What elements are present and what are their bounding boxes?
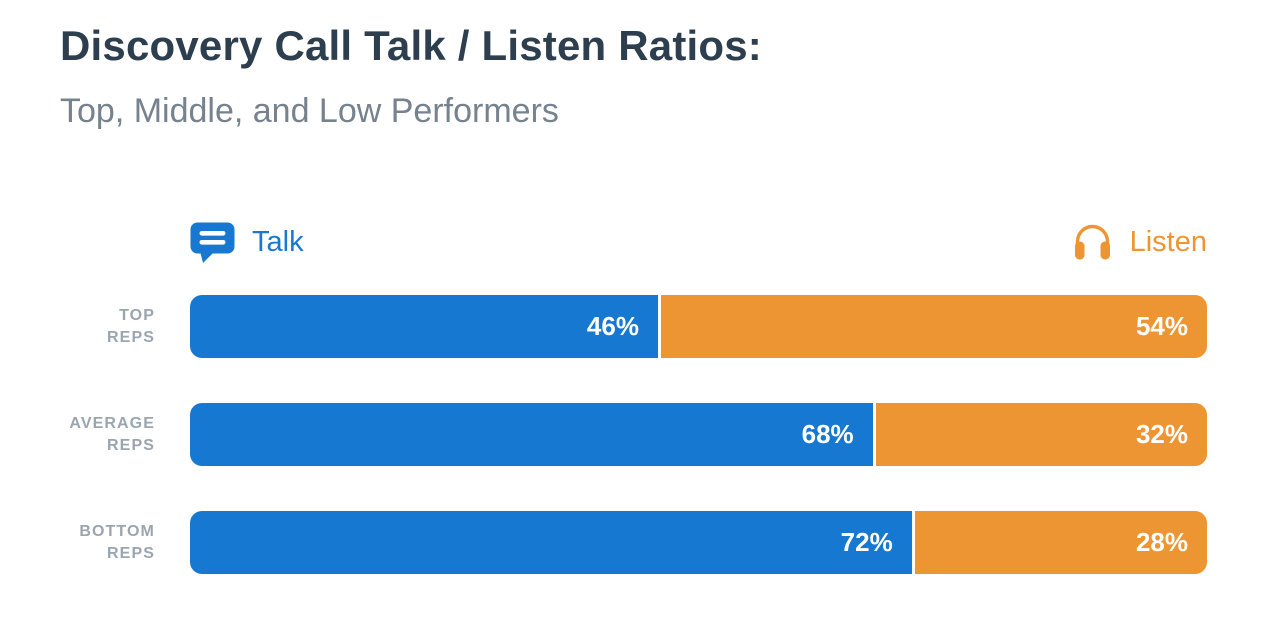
page-title: Discovery Call Talk / Listen Ratios: [60, 22, 762, 69]
row-label-line: TOP [119, 306, 155, 324]
talk-value-label: 72% [840, 527, 893, 557]
listen-value-label: 54% [1135, 311, 1188, 341]
row-label-line: AVERAGE [69, 414, 155, 432]
row-label-line: BOTTOM [79, 522, 155, 540]
stacked-bar-average-reps: 68% 32% [190, 403, 1207, 466]
listen-value-label: 28% [1135, 527, 1188, 557]
row-label-line: REPS [107, 544, 155, 562]
row-label-average-reps: AVERAGE REPS [0, 413, 155, 457]
talk-value-label: 68% [801, 419, 854, 449]
listen-segment-bottom-reps: 28% [914, 511, 1207, 574]
stacked-bar-bottom-reps: 72% 28% [190, 511, 1207, 574]
bar-row-top-reps: TOP REPS 46% 54% [0, 295, 1280, 358]
speech-bubble-icon [190, 222, 235, 263]
talk-segment-average-reps: 68% [190, 403, 873, 466]
bar-row-bottom-reps: BOTTOM REPS 72% 28% [0, 511, 1280, 574]
talk-segment-top-reps: 46% [190, 295, 658, 358]
legend-label-talk: Talk [252, 225, 304, 258]
row-label-bottom-reps: BOTTOM REPS [0, 521, 155, 565]
headphones-icon [1072, 222, 1113, 263]
chart-legend: Talk Listen [190, 218, 1207, 266]
listen-value-label: 32% [1135, 419, 1188, 449]
row-label-line: REPS [107, 328, 155, 346]
listen-segment-average-reps: 32% [875, 403, 1207, 466]
talk-value-label: 46% [586, 311, 639, 341]
row-label-line: REPS [107, 436, 155, 454]
legend-label-listen: Listen [1129, 225, 1207, 258]
page-subtitle: Top, Middle, and Low Performers [60, 92, 559, 130]
row-label-top-reps: TOP REPS [0, 305, 155, 349]
listen-segment-top-reps: 54% [660, 295, 1207, 358]
bar-chart: TOP REPS 46% 54% AVERAGE REPS 68% [0, 295, 1280, 619]
stacked-bar-top-reps: 46% 54% [190, 295, 1207, 358]
talk-segment-bottom-reps: 72% [190, 511, 912, 574]
legend-item-listen: Listen [1072, 222, 1207, 263]
legend-item-talk: Talk [190, 222, 304, 263]
bar-row-average-reps: AVERAGE REPS 68% 32% [0, 403, 1280, 466]
